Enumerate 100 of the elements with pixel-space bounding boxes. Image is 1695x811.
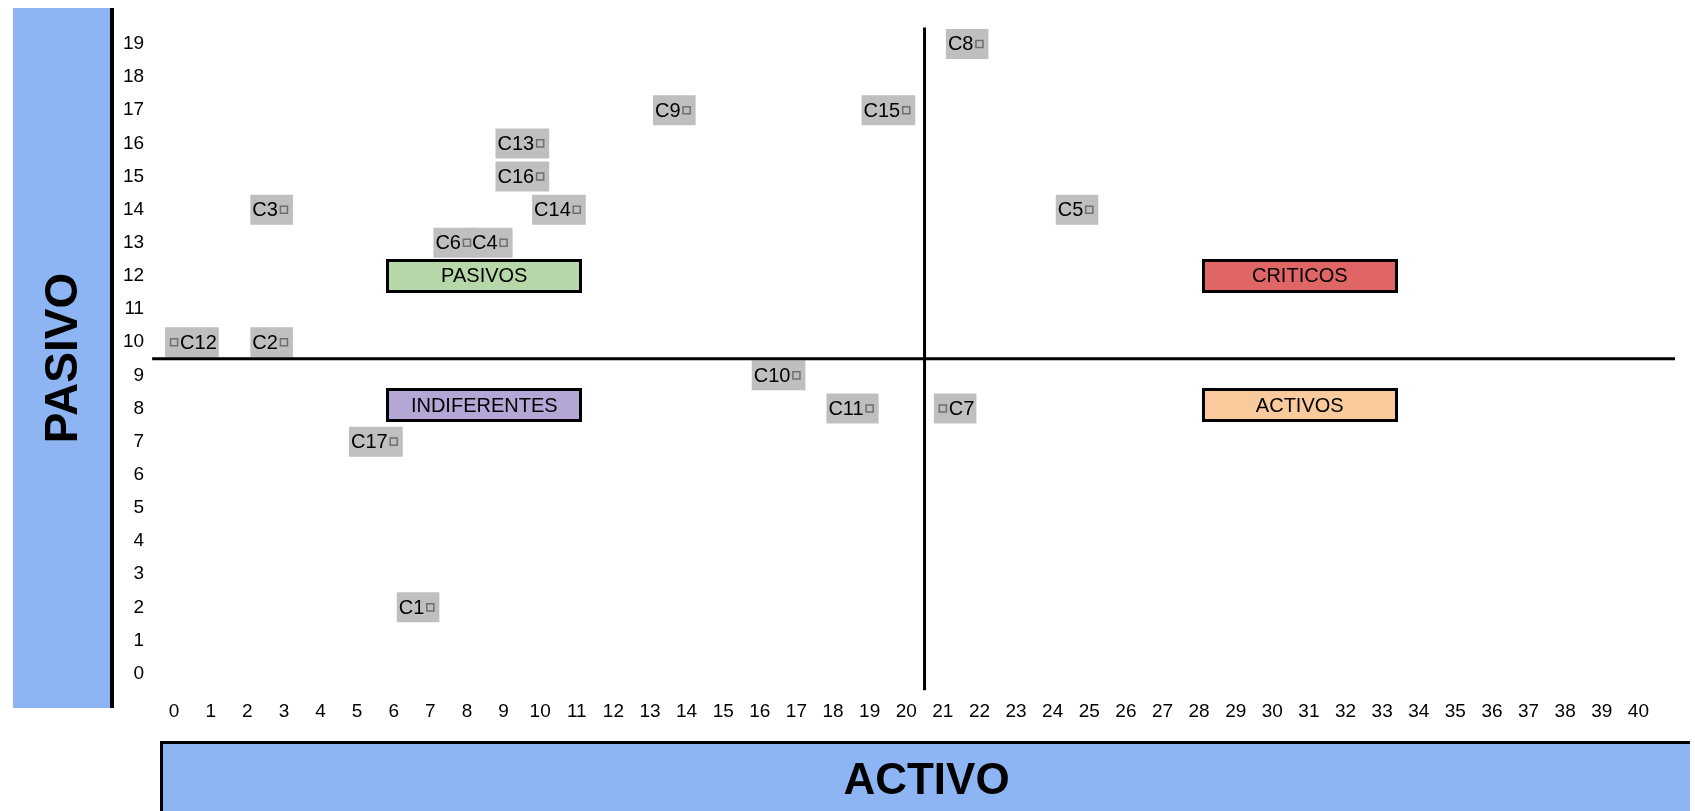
point [279, 205, 289, 214]
y-tick-label: 13 [122, 231, 145, 253]
y-tick-label: 6 [133, 463, 145, 485]
data-label: C16 [497, 165, 535, 188]
x-tick-label: 33 [1371, 699, 1393, 721]
point [572, 205, 582, 214]
x-tick-label: 31 [1298, 699, 1320, 721]
x-tick-label: 28 [1188, 699, 1210, 721]
y-tick-label: 16 [122, 131, 145, 153]
x-tick-label: 37 [1518, 699, 1540, 721]
x-tick-label: 40 [1627, 699, 1649, 721]
data-label: C12 [180, 330, 217, 353]
x-tick-label: 23 [1005, 699, 1027, 721]
y-tick-label: 12 [122, 264, 145, 286]
point [499, 238, 508, 248]
x-tick-label: 6 [388, 699, 400, 721]
x-tick-label: 34 [1408, 699, 1430, 721]
point [682, 105, 691, 115]
x-axis-title: ACTIVO [160, 741, 1690, 811]
data-label: C3 [252, 198, 278, 221]
x-tick-label: 4 [315, 699, 327, 721]
data-label: C10 [753, 363, 791, 386]
x-tick-label: 7 [425, 699, 436, 721]
data-label: C15 [863, 98, 901, 121]
x-tick-label: 3 [278, 699, 290, 721]
data-label: C7 [948, 397, 975, 420]
point [389, 437, 399, 446]
y-axis-title: PASIVO [34, 272, 89, 444]
x-tick-label: 12 [602, 699, 624, 721]
data-label: C11 [828, 397, 864, 420]
y-tick-label: 19 [122, 32, 145, 54]
x-tick-label: 18 [822, 699, 844, 721]
data-label: C6 [435, 231, 461, 254]
x-tick-label: 5 [351, 699, 363, 721]
y-tick-label: 15 [122, 164, 145, 186]
y-tick-label: 9 [133, 363, 145, 385]
y-tick-label: 0 [133, 661, 145, 683]
x-tick-label: 11 [566, 699, 587, 721]
x-tick-label: 16 [749, 699, 771, 721]
data-label: C13 [497, 131, 535, 154]
x-tick-label: 22 [968, 699, 991, 721]
x-tick-label: 39 [1591, 699, 1613, 721]
y-tick-label: 4 [133, 529, 145, 551]
x-tick-label: 21 [932, 699, 954, 721]
y-tick-label: 3 [133, 562, 145, 584]
x-tick-label: 1 [205, 699, 216, 721]
point [865, 404, 874, 413]
data-label: C2 [252, 330, 278, 353]
x-tick-label: 0 [168, 699, 180, 721]
x-tick-label: 24 [1042, 699, 1064, 721]
data-label: C14 [534, 198, 571, 221]
point [426, 603, 435, 612]
y-tick-label: 8 [133, 396, 145, 418]
point [1085, 205, 1094, 214]
x-tick-label: 17 [785, 699, 807, 721]
quadrant-label: PASIVOS [386, 258, 583, 293]
x-tick-label: 10 [529, 699, 551, 721]
x-tick-label: 9 [498, 699, 509, 721]
x-tick-label: 38 [1554, 699, 1576, 721]
point [535, 139, 545, 148]
x-tick-label: 36 [1481, 699, 1503, 721]
quadrant-label: INDIFERENTES [386, 388, 583, 423]
y-tick-label: 10 [122, 330, 145, 352]
x-tick-label: 29 [1225, 699, 1247, 721]
point [901, 105, 911, 115]
point [279, 337, 289, 347]
x-tick-label: 2 [242, 699, 253, 721]
quadrant-label: ACTIVOS [1201, 388, 1398, 423]
data-label: C8 [947, 32, 974, 55]
y-tick-label: 14 [122, 197, 145, 219]
x-tick-label: 25 [1078, 699, 1100, 721]
x-tick-label: 14 [676, 699, 698, 721]
y-tick-label: 17 [122, 98, 145, 120]
point [535, 172, 545, 181]
x-tick-label: 26 [1115, 699, 1137, 721]
x-tick-label: 13 [639, 699, 661, 721]
point [462, 238, 472, 248]
x-tick-label: 32 [1334, 699, 1357, 721]
y-tick-label: 11 [124, 297, 145, 319]
x-tick-label: 15 [712, 699, 734, 721]
y-tick-label: 2 [133, 595, 145, 617]
data-label: C9 [655, 98, 681, 121]
data-label: C4 [471, 231, 498, 254]
x-tick-label: 27 [1151, 699, 1174, 721]
y-tick-label: 1 [133, 628, 145, 650]
x-tick-label: 8 [461, 699, 473, 721]
x-tick-label: 20 [895, 699, 917, 721]
data-label: C17 [351, 430, 388, 453]
data-label: C5 [1057, 198, 1084, 221]
point [938, 404, 948, 413]
point [792, 371, 801, 380]
quadrant-label: CRITICOS [1201, 258, 1398, 293]
y-tick-label: 5 [133, 496, 145, 518]
point [169, 337, 179, 347]
y-tick-label: 18 [122, 65, 145, 87]
y-tick-label: 7 [133, 429, 145, 451]
data-label: C1 [398, 595, 425, 618]
x-tick-label: 19 [859, 699, 881, 721]
x-tick-label: 35 [1444, 699, 1466, 721]
x-tick-label: 30 [1261, 699, 1283, 721]
